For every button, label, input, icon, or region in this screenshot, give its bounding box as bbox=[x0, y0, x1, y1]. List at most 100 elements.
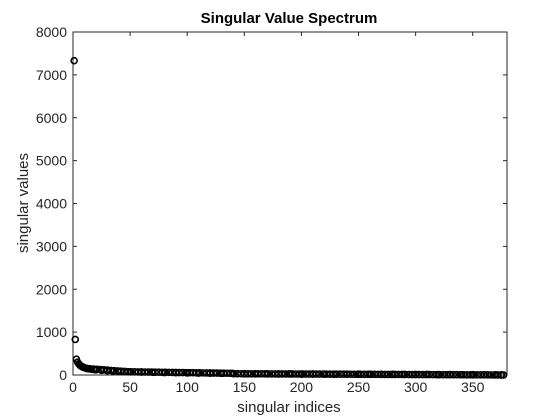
data-point bbox=[401, 370, 410, 379]
data-point bbox=[96, 365, 105, 374]
data-point bbox=[470, 370, 478, 379]
data-point bbox=[192, 368, 201, 377]
data-point bbox=[213, 369, 221, 377]
data-point bbox=[281, 370, 290, 378]
data-point bbox=[490, 371, 499, 379]
x-tick-label: 250 bbox=[347, 379, 371, 395]
plot-area: 0 50 100 150 200 250 300 350 0 1000 2000 3000 4000 5… bbox=[36, 24, 508, 395]
data-point bbox=[134, 368, 142, 376]
data-point bbox=[391, 370, 399, 379]
data-point bbox=[343, 370, 351, 379]
data-point bbox=[216, 369, 225, 377]
data-point bbox=[70, 56, 78, 65]
data-point bbox=[171, 368, 180, 377]
y-tick-label: 7000 bbox=[36, 67, 67, 83]
data-point bbox=[387, 370, 396, 379]
data-point bbox=[271, 370, 279, 378]
x-tick-label: 100 bbox=[176, 379, 200, 395]
data-point bbox=[202, 369, 211, 377]
data-point bbox=[71, 335, 80, 344]
data-point bbox=[473, 371, 482, 379]
x-axis-label: singular indices bbox=[237, 399, 340, 416]
data-point bbox=[243, 369, 252, 378]
data-point bbox=[257, 370, 266, 378]
data-point bbox=[370, 370, 379, 379]
y-tick-label: 3000 bbox=[36, 238, 67, 254]
data-point bbox=[124, 367, 132, 376]
data-point bbox=[483, 371, 492, 379]
data-point bbox=[110, 366, 118, 375]
data-point bbox=[237, 369, 245, 378]
data-point bbox=[298, 370, 307, 378]
data-point bbox=[480, 371, 488, 379]
data-point bbox=[422, 370, 430, 379]
data-point bbox=[459, 370, 468, 379]
data-point bbox=[254, 370, 262, 378]
data-point bbox=[113, 367, 122, 375]
data-point bbox=[449, 370, 458, 379]
data-point bbox=[380, 370, 389, 379]
y-tick-label: 5000 bbox=[36, 153, 67, 169]
data-point bbox=[86, 365, 94, 373]
data-point bbox=[158, 368, 166, 377]
data-point bbox=[250, 370, 259, 378]
data-point bbox=[418, 370, 427, 379]
data-point bbox=[278, 370, 286, 378]
data-point bbox=[394, 370, 403, 379]
data-points bbox=[70, 56, 508, 379]
data-point bbox=[148, 368, 156, 376]
data-point bbox=[398, 370, 406, 379]
data-point bbox=[195, 369, 204, 377]
data-point bbox=[240, 369, 249, 378]
data-point bbox=[295, 370, 303, 378]
y-tick-label: 2000 bbox=[36, 281, 67, 297]
data-point bbox=[130, 368, 139, 376]
y-axis-label: singular values bbox=[15, 153, 32, 253]
data-point bbox=[199, 369, 207, 377]
data-point bbox=[350, 370, 358, 379]
data-point bbox=[144, 368, 153, 376]
data-point bbox=[185, 368, 194, 377]
data-point bbox=[178, 368, 187, 377]
data-point bbox=[137, 368, 146, 376]
data-point bbox=[329, 370, 338, 378]
data-point bbox=[247, 369, 255, 378]
data-point bbox=[374, 370, 382, 379]
data-point bbox=[127, 368, 136, 376]
data-point bbox=[435, 370, 444, 379]
data-point bbox=[494, 371, 502, 379]
data-point bbox=[106, 366, 115, 375]
data-point bbox=[274, 370, 283, 378]
x-tick-label: 350 bbox=[461, 379, 485, 395]
data-point bbox=[89, 365, 98, 373]
data-point bbox=[206, 369, 214, 377]
data-point bbox=[161, 368, 170, 377]
data-point bbox=[439, 370, 447, 379]
data-point bbox=[404, 370, 413, 379]
data-point bbox=[209, 369, 218, 377]
data-point bbox=[336, 370, 345, 378]
data-point bbox=[182, 368, 190, 377]
data-point bbox=[442, 370, 451, 379]
y-tick-label: 0 bbox=[59, 367, 67, 383]
data-point bbox=[291, 370, 300, 378]
data-point bbox=[309, 370, 317, 378]
data-point bbox=[154, 368, 163, 377]
data-point bbox=[333, 370, 341, 378]
data-point bbox=[315, 370, 324, 378]
data-point bbox=[82, 364, 91, 373]
data-point bbox=[305, 370, 314, 378]
data-point bbox=[226, 369, 235, 378]
data-point bbox=[408, 370, 417, 379]
data-point bbox=[487, 371, 495, 379]
data-point bbox=[476, 371, 485, 379]
data-point bbox=[267, 370, 276, 378]
data-point bbox=[230, 369, 238, 378]
y-tick-label: 6000 bbox=[36, 110, 67, 126]
data-point bbox=[302, 370, 310, 378]
data-point bbox=[189, 368, 197, 377]
data-point bbox=[120, 367, 129, 376]
data-point bbox=[141, 368, 149, 376]
data-point bbox=[264, 370, 273, 378]
